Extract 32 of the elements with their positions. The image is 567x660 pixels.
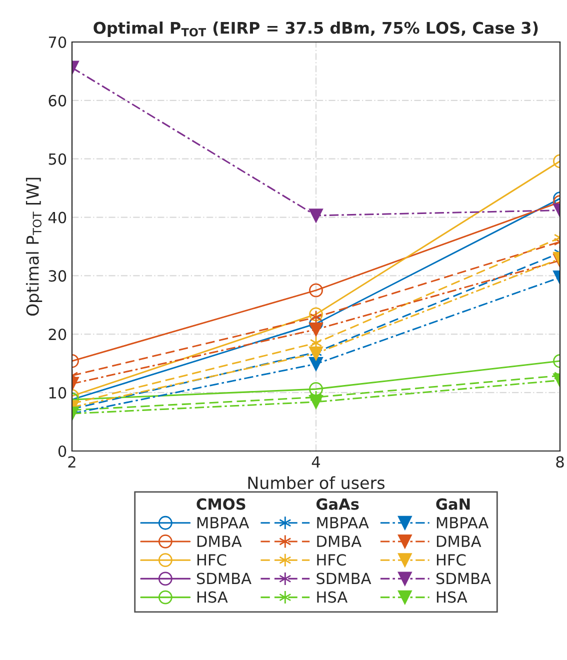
legend-label: DMBA — [317, 536, 362, 547]
x-tick-label: 2 — [68, 456, 76, 468]
y-tick-label: 40 — [48, 212, 66, 224]
text: GaAs — [316, 498, 359, 510]
legend-label: HFC — [197, 554, 226, 566]
y-tick-label: 30 — [48, 270, 66, 282]
legend-label: MBPAA — [197, 517, 250, 528]
legend-label: HFC — [317, 554, 346, 566]
legend-label: HFC — [436, 554, 466, 566]
legend-label: SDMBA — [436, 572, 491, 584]
legend-label: MBPAA — [436, 517, 489, 528]
legend-label: HSA — [436, 591, 468, 603]
legend-label: SDMBA — [316, 572, 372, 584]
y-tick-label: 70 — [48, 36, 66, 48]
chart-title: Optimal P$_{TOT}$ (EIRP = 37.5 dBm, 75% LOS, Case 3) — [94, 22, 538, 37]
legend-label: DMBA — [197, 536, 242, 547]
legend-label: MBPAA — [317, 517, 369, 528]
legend-label: HSA — [197, 591, 228, 603]
y-tick-label: 50 — [48, 153, 66, 165]
y-tick-label: 20 — [48, 328, 66, 340]
y-tick-label: 10 — [49, 387, 66, 399]
legend-label: SDMBA — [196, 572, 252, 584]
y-tick-label: 60 — [48, 94, 66, 106]
legend-label: HSA — [317, 591, 348, 603]
x-tick-label: 4 — [312, 456, 320, 468]
y-axis-title: Optimal P$_{TOT}$ [W] — [26, 178, 42, 316]
x-tick-label: 8 — [556, 456, 564, 468]
legend-label: DMBA — [436, 536, 482, 547]
x-axis-title: Number of users — [248, 476, 385, 490]
text: CMOS — [196, 498, 246, 510]
text: GaN — [436, 498, 470, 510]
y-tick-label: 0 — [58, 445, 66, 458]
